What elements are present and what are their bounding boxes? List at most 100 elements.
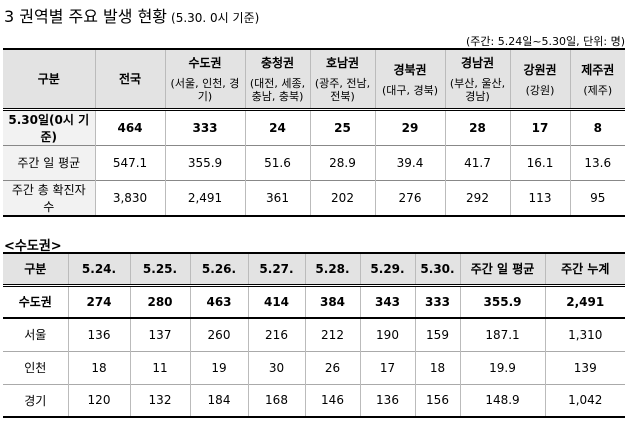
table-cell: 39.4	[374, 145, 445, 180]
column-header: 5.26.	[189, 253, 248, 285]
table-cell: 28	[444, 109, 510, 145]
table-cell: 1,310	[544, 318, 625, 351]
column-header: 제주권 (제주)	[569, 49, 625, 109]
column-name: 호남권	[325, 56, 360, 71]
table-cell: 168	[247, 384, 305, 417]
table-cell: 355.9	[459, 285, 545, 318]
table-cell: 159	[414, 318, 460, 351]
column-header: 경북권 (대구, 경북)	[374, 49, 445, 109]
column-detail: (강원)	[525, 83, 555, 97]
table-cell: 414	[247, 285, 305, 318]
column-header: 수도권 (서울, 인천, 경기)	[164, 49, 245, 109]
table-row: 경기 120 132 184 168 146 136 156 148.9 1,042	[3, 384, 625, 417]
column-detail: (제주)	[583, 83, 613, 97]
table-cell: 8	[569, 109, 625, 145]
table-cell: 184	[189, 384, 248, 417]
table-cell: 212	[304, 318, 360, 351]
table-cell: 17	[359, 351, 415, 384]
column-name: 강원권	[523, 62, 557, 77]
column-header: 강원권 (강원)	[509, 49, 570, 109]
column-header: 전국	[94, 49, 165, 109]
table-cell: 139	[544, 351, 625, 384]
table-cell: 19	[189, 351, 248, 384]
table-cell: 292	[444, 180, 510, 216]
table-cell: 19.9	[459, 351, 545, 384]
column-name: 충청권	[260, 56, 295, 71]
table-row: 수도권 274 280 463 414 384 343 333 355.9 2,491	[3, 285, 625, 318]
table-cell: 463	[189, 285, 248, 318]
table-cell: 343	[359, 285, 415, 318]
title-text: 3 권역별 주요 발생 현황	[4, 7, 168, 26]
regional-table: 구분 전국 수도권 (서울, 인천, 경기) 충청권 (대전, 세종, 충남, 충북) 호남…	[3, 48, 625, 217]
column-detail: (대구, 경북)	[381, 83, 439, 97]
column-detail: (서울, 인천, 경기)	[170, 77, 240, 104]
table-cell: 464	[94, 109, 165, 145]
column-name: 제주권	[581, 62, 615, 77]
table-cell: 120	[67, 384, 130, 417]
table-cell: 132	[129, 384, 190, 417]
table-cell: 547.1	[94, 145, 165, 180]
table-cell: 11	[129, 351, 190, 384]
column-detail: (대전, 세종, 충남, 충북)	[249, 77, 306, 104]
table-cell: 인천	[24, 361, 47, 375]
table-cell: 경기	[24, 393, 47, 408]
column-header: 구분	[3, 49, 95, 109]
table-cell: 주간 일 평균	[3, 145, 95, 180]
table-cell: 156	[414, 384, 460, 417]
unit-note: (주간: 5.24일~5.30일, 단위: 명)	[465, 35, 625, 48]
table-cell: 17	[509, 109, 570, 145]
table-cell: 29	[374, 109, 445, 145]
table-cell: 2,491	[544, 285, 625, 318]
table-row: 서울 136 137 260 216 212 190 159 187.1 1,310	[3, 318, 625, 351]
table-cell: 276	[374, 180, 445, 216]
column-header: 5.28.	[304, 253, 360, 285]
table-cell: 136	[359, 384, 415, 417]
table-cell: 16.1	[509, 145, 570, 180]
table-cell: 148.9	[459, 384, 545, 417]
table-cell: 190	[359, 318, 415, 351]
table-cell: 333	[164, 109, 245, 145]
table-cell: 24	[244, 109, 310, 145]
table-cell: 274	[67, 285, 130, 318]
table-cell: 25	[309, 109, 375, 145]
capital-table: 구분 5.24. 5.25. 5.26. 5.27. 5.28. 5.29. 5.30. 주간 …	[3, 252, 625, 418]
table-cell: 28.9	[309, 145, 375, 180]
column-name: 전국	[118, 72, 142, 87]
table-cell: 260	[189, 318, 248, 351]
title: 3 권역별 주요 발생 현황 (5.30. 0시 기준)	[4, 3, 259, 27]
table-cell: 18	[67, 351, 130, 384]
table-cell: 202	[309, 180, 375, 216]
table-cell: 수도권	[18, 295, 52, 310]
table-cell: 280	[129, 285, 190, 318]
table-cell: 5.30일(0시 기준)	[3, 109, 95, 145]
table-cell: 95	[569, 180, 625, 216]
table-cell: 216	[247, 318, 305, 351]
column-header: 5.30.	[414, 253, 460, 285]
column-header: 충청권 (대전, 세종, 충남, 충북)	[244, 49, 310, 109]
column-header: 주간 일 평균	[459, 253, 545, 285]
table-cell: 18	[414, 351, 460, 384]
table-row: 5.30일(0시 기준) 464 333 24 25 29 28 17 8	[3, 109, 625, 145]
table-cell: 2,491	[164, 180, 245, 216]
table-cell: 26	[304, 351, 360, 384]
table-cell: 355.9	[164, 145, 245, 180]
table-cell: 주간 총 확진자 수	[3, 180, 95, 216]
column-header: 호남권 (광주, 전남, 전북)	[309, 49, 375, 109]
column-detail: (광주, 전남, 전북)	[314, 77, 371, 104]
table-row: 주간 총 확진자 수 3,830 2,491 361 202 276 292 113 95	[3, 180, 625, 216]
column-header: 구분	[3, 253, 68, 285]
table-cell: 41.7	[444, 145, 510, 180]
table-row: 주간 일 평균 547.1 355.9 51.6 28.9 39.4 41.7 16.1 13.…	[3, 145, 625, 180]
table-cell: 1,042	[544, 384, 625, 417]
column-name: 경남권	[460, 56, 495, 71]
table-cell: 333	[414, 285, 460, 318]
column-header: 경남권 (부산, 울산, 경남)	[444, 49, 510, 109]
table-cell: 51.6	[244, 145, 310, 180]
table-cell: 187.1	[459, 318, 545, 351]
table-cell: 361	[244, 180, 310, 216]
column-header: 5.29.	[359, 253, 415, 285]
column-header: 5.27.	[247, 253, 305, 285]
table-cell: 3,830	[94, 180, 165, 216]
table-cell: 146	[304, 384, 360, 417]
